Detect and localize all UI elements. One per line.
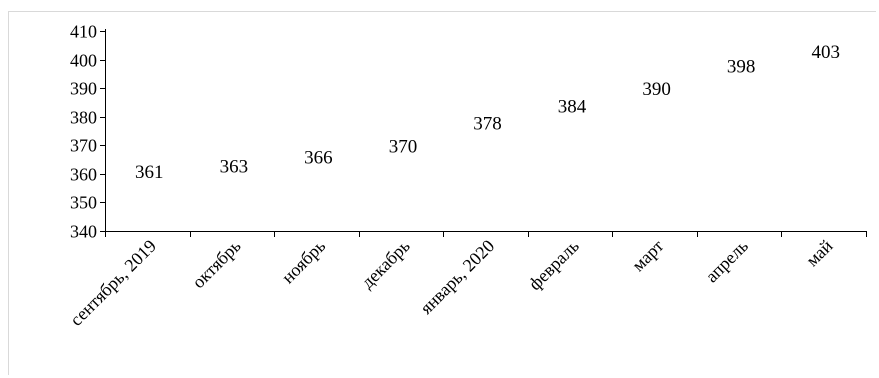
y-tick-label: 390 xyxy=(70,79,97,99)
data-label: 378 xyxy=(473,113,502,134)
x-tick-label: май xyxy=(802,235,837,270)
y-axis: 410 400 390 380 370 360 350 340 xyxy=(70,22,106,242)
x-tick-label: октябрь xyxy=(188,236,244,292)
data-labels: 361 363 366 370 378 384 390 398 403 xyxy=(135,42,840,183)
y-tick-label: 340 xyxy=(70,222,97,242)
x-tick-label: апрель xyxy=(701,236,752,287)
data-label: 403 xyxy=(811,42,840,63)
x-tick-label: февраль xyxy=(525,236,583,294)
data-label: 384 xyxy=(558,96,587,117)
chart-frame xyxy=(8,11,876,375)
x-tick-label: ноябрь xyxy=(278,236,330,288)
y-tick-label: 400 xyxy=(70,51,97,71)
y-tick-label: 350 xyxy=(70,193,97,213)
data-label: 361 xyxy=(135,162,164,183)
data-label: 398 xyxy=(727,56,756,77)
x-tick-label: март xyxy=(628,236,668,276)
y-tick-label: 370 xyxy=(70,136,97,156)
x-axis: сентябрь, 2019 октябрь ноябрь декабрь январь… xyxy=(66,231,867,330)
y-tick-label: 360 xyxy=(70,165,97,185)
y-tick-label: 410 xyxy=(70,22,97,42)
data-label: 390 xyxy=(642,79,671,100)
data-label: 370 xyxy=(389,136,418,157)
data-label: 366 xyxy=(304,148,333,169)
x-tick-label: сентябрь, 2019 xyxy=(66,236,160,330)
data-label: 363 xyxy=(220,156,249,177)
x-tick-label: январь, 2020 xyxy=(416,236,498,318)
x-tick-label: декабрь xyxy=(357,236,414,293)
y-tick-label: 380 xyxy=(70,108,97,128)
